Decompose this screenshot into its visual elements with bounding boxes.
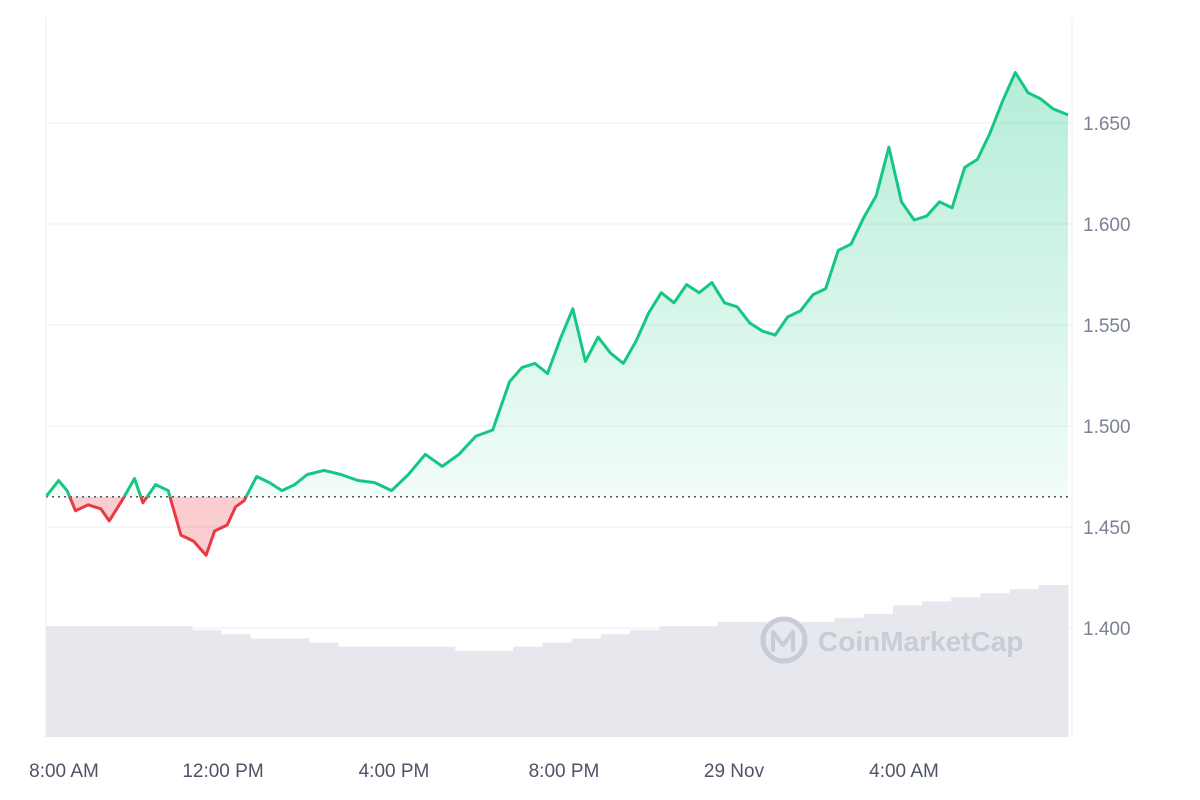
volume-bar (630, 630, 660, 737)
y-tick-label: 1.450 (1083, 518, 1131, 539)
volume-bar (279, 638, 310, 737)
watermark-text: CoinMarketCap (818, 626, 1023, 657)
volume-bar (600, 634, 631, 737)
coinmarketcap-logo-icon (760, 616, 808, 664)
volume-bar (892, 605, 923, 737)
x-tick-label: 12:00 PM (182, 761, 263, 782)
volume-bar (367, 646, 397, 737)
y-tick-label: 1.400 (1083, 619, 1131, 640)
x-tick-label: 4:00 PM (359, 761, 430, 782)
volume-bar (396, 646, 427, 737)
volume-bar (980, 593, 1011, 737)
price-line (46, 71, 1069, 557)
price-line-up (46, 71, 1069, 497)
volume-bar (1009, 589, 1040, 737)
volume-bar (834, 617, 865, 737)
volume-bar (454, 650, 485, 737)
area-fill-up (46, 72, 1068, 497)
volume-bar (863, 613, 894, 737)
volume-bar (221, 634, 251, 737)
y-tick-label: 1.600 (1083, 215, 1131, 236)
x-tick-label: 8:00 AM (29, 761, 99, 782)
volume-bar (75, 626, 105, 737)
volume-bar (192, 630, 222, 737)
x-tick-label: 4:00 AM (869, 761, 939, 782)
volume-bar (805, 621, 835, 737)
y-tick-label: 1.500 (1083, 417, 1131, 438)
y-tick-label: 1.650 (1083, 114, 1131, 135)
y-tick-label: 1.550 (1083, 316, 1131, 337)
axes: 1.400 1.450 1.500 1.550 1.600 1.650 8:00 AM 12:… (29, 114, 1130, 782)
x-tick-label: 29 Nov (704, 761, 765, 782)
volume-bar (133, 626, 164, 737)
volume-bar (717, 621, 748, 737)
volume-bar (542, 642, 573, 737)
volume-bar (162, 626, 193, 737)
volume-bar (659, 626, 689, 737)
volume-bars (46, 585, 1069, 737)
watermark: CoinMarketCap (760, 616, 1023, 664)
volume-bar (688, 626, 719, 737)
volume-bar (104, 626, 135, 737)
volume-bar (951, 597, 981, 737)
volume-bar (338, 646, 368, 737)
price-line-down (46, 496, 248, 557)
price-area (46, 72, 1068, 556)
volume-bar (250, 638, 281, 737)
volume-bar (308, 642, 339, 737)
volume-bar (1038, 585, 1069, 737)
volume-bar (513, 646, 543, 737)
volume-bar (46, 626, 76, 737)
volume-bar (922, 601, 952, 737)
volume-bar (425, 646, 456, 737)
x-tick-label: 8:00 PM (529, 761, 600, 782)
volume-bar (571, 638, 602, 737)
volume-bar (484, 650, 514, 737)
